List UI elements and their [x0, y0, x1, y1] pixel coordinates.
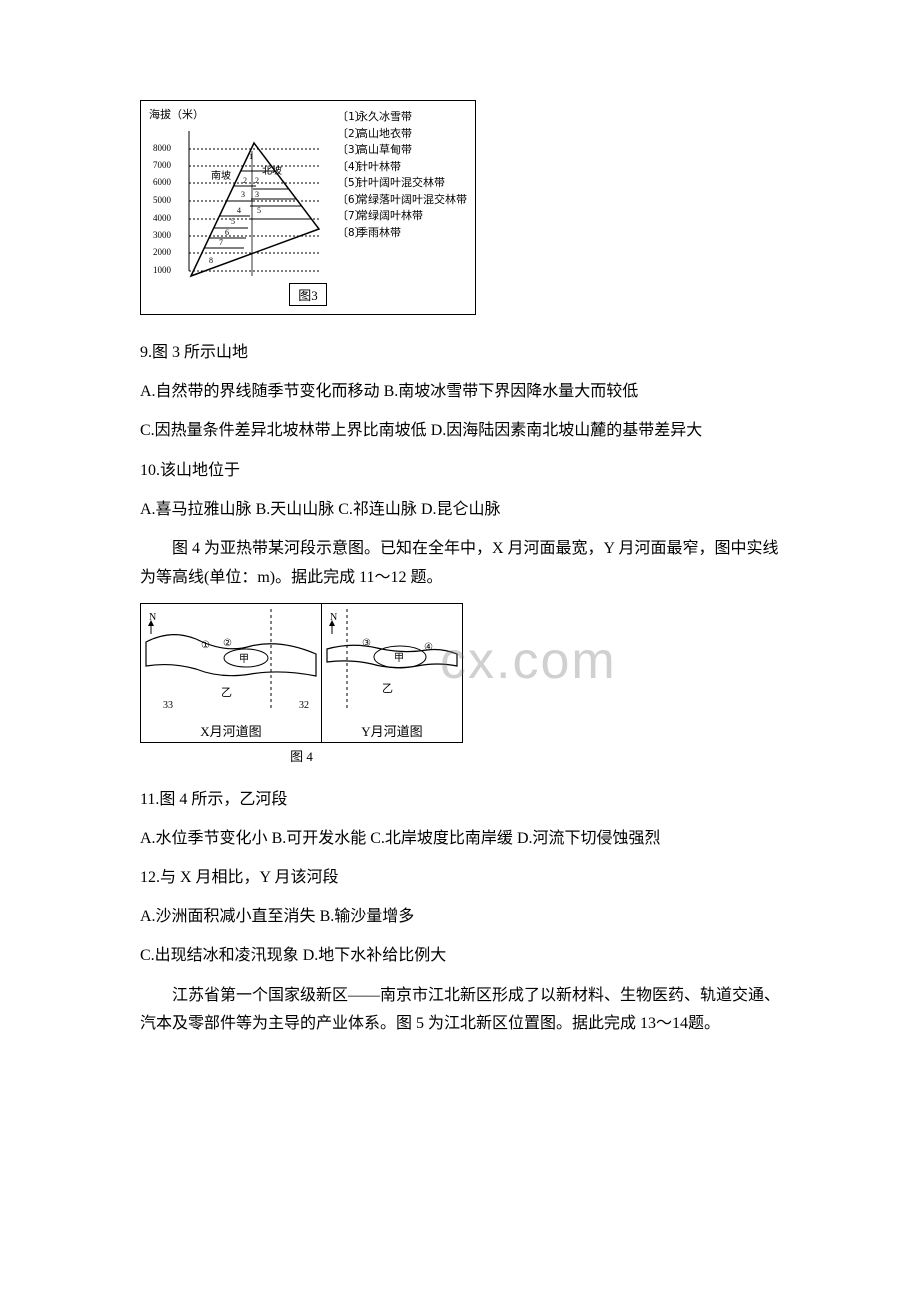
- y-axis-title: 海拔（米）: [149, 109, 325, 121]
- river-panel-x: N 甲 ① ② 乙 33: [141, 604, 322, 742]
- q11-option-d: D.河流下切侵蚀强烈: [517, 830, 661, 847]
- svg-text:32: 32: [299, 700, 309, 711]
- question-9-stem: 9.图 3 所示山地: [140, 335, 780, 370]
- river-panels: N 甲 ① ② 乙 33: [141, 604, 462, 742]
- south-slope-label: 南坡: [211, 169, 231, 182]
- figure-4-caption: 图 4: [282, 745, 321, 766]
- svg-text:5: 5: [231, 217, 235, 226]
- svg-text:乙: 乙: [221, 686, 232, 699]
- question-10-options: A.喜马拉雅山脉 B.天山山脉 C.祁连山脉 D.昆仑山脉: [140, 492, 780, 527]
- svg-text:①: ①: [201, 640, 210, 651]
- legend-item-4: 〔4〕针叶林带: [337, 159, 467, 176]
- legend-item-2: 〔2〕高山地衣带: [337, 126, 467, 143]
- q10-option-b: B.天山山脉: [256, 501, 335, 518]
- svg-text:4000: 4000: [153, 213, 172, 223]
- watermark-text: cx.com: [440, 631, 617, 691]
- river-y-svg: N 甲 ③ ④ 乙: [322, 604, 462, 714]
- legend-item-1: 〔1〕永久冰雪带: [337, 109, 467, 126]
- svg-text:33: 33: [163, 700, 173, 711]
- svg-text:乙: 乙: [382, 682, 393, 695]
- question-9-options-cd: C.因热量条件差异北坡林带上界比南坡低 D.因海陆因素南北坡山麓的基带差异大: [140, 413, 780, 448]
- legend-item-7: 〔7〕常绿阔叶林带: [337, 208, 467, 225]
- panel-x-label: X月河道图: [141, 719, 321, 742]
- panel-y-label: Y月河道图: [322, 719, 462, 742]
- svg-text:7000: 7000: [153, 160, 172, 170]
- question-11-options: A.水位季节变化小 B.可开发水能 C.北岸坡度比南岸缓 D.河流下切侵蚀强烈: [140, 821, 780, 856]
- q12-option-a: A.沙洲面积减小直至消失: [140, 908, 316, 925]
- svg-text:5000: 5000: [153, 195, 172, 205]
- svg-text:3: 3: [255, 190, 259, 199]
- intro-q13-14: 江苏省第一个国家级新区——南京市江北新区形成了以新材料、生物医药、轨道交通、汽本…: [140, 982, 780, 1040]
- figure-4-container: N 甲 ① ② 乙 33: [140, 603, 780, 766]
- question-11-stem: 11.图 4 所示，乙河段: [140, 782, 780, 817]
- figure-3-legend: 〔1〕永久冰雪带 〔2〕高山地衣带 〔3〕高山草甸带 〔4〕针叶林带 〔5〕针叶…: [337, 109, 467, 241]
- svg-text:2: 2: [255, 176, 259, 185]
- svg-text:1000: 1000: [153, 265, 172, 275]
- legend-item-8: 〔8〕季雨林带: [337, 225, 467, 242]
- figure-3-caption: 图3: [289, 283, 327, 306]
- svg-text:甲: 甲: [394, 653, 404, 664]
- river-panel-y: N 甲 ③ ④ 乙: [322, 604, 462, 742]
- svg-text:2000: 2000: [153, 247, 172, 257]
- q12-option-b: B.输沙量增多: [320, 908, 415, 925]
- svg-text:④: ④: [424, 642, 433, 653]
- svg-text:1: 1: [249, 152, 253, 161]
- svg-text:甲: 甲: [239, 654, 249, 665]
- question-9-options-ab: A.自然带的界线随季节变化而移动 B.南坡冰雪带下界因降水量大而较低: [140, 374, 780, 409]
- svg-text:3: 3: [241, 190, 245, 199]
- svg-text:8: 8: [209, 256, 213, 265]
- legend-item-6: 〔6〕常绿落叶阔叶混交林带: [337, 192, 467, 209]
- question-12-stem: 12.与 X 月相比，Y 月该河段: [140, 860, 780, 895]
- intro-q11-12: 图 4 为亚热带某河段示意图。已知在全年中，X 月河面最宽，Y 月河面最窄，图中…: [140, 535, 780, 593]
- q9-option-b: B.南坡冰雪带下界因降水量大而较低: [384, 383, 639, 400]
- q11-option-b: B.可开发水能: [272, 830, 367, 847]
- svg-text:2: 2: [243, 176, 247, 185]
- river-x-svg: N 甲 ① ② 乙 33: [141, 604, 321, 714]
- q11-option-c: C.北岸坡度比南岸缓: [370, 830, 513, 847]
- figure-4-caption-wrap: 图 4: [140, 743, 463, 766]
- svg-text:N: N: [330, 612, 337, 623]
- q9-option-d: D.因海陆因素南北坡山麓的基带差异大: [431, 422, 703, 439]
- svg-text:N: N: [149, 612, 156, 623]
- question-12-options-cd: C.出现结冰和凌汛现象 D.地下水补给比例大: [140, 938, 780, 973]
- svg-text:3000: 3000: [153, 230, 172, 240]
- north-slope-label: 北坡: [262, 164, 282, 177]
- q11-option-a: A.水位季节变化小: [140, 830, 268, 847]
- q12-option-c: C.出现结冰和凌汛现象: [140, 947, 299, 964]
- figure-3-caption-wrap: 图3: [149, 281, 467, 306]
- svg-text:8000: 8000: [153, 143, 172, 153]
- figure-3-container: 海拔（米） 1000 2000 3000 4000 5000 6000 7000…: [140, 100, 780, 315]
- figure-3-chart-area: 海拔（米） 1000 2000 3000 4000 5000 6000 7000…: [149, 109, 467, 281]
- svg-text:5: 5: [257, 206, 261, 215]
- q10-option-c: C.祁连山脉: [338, 501, 417, 518]
- q10-option-a: A.喜马拉雅山脉: [140, 501, 252, 518]
- figure-4-wrap: N 甲 ① ② 乙 33: [140, 603, 463, 766]
- figure-3: 海拔（米） 1000 2000 3000 4000 5000 6000 7000…: [140, 100, 476, 315]
- figure-4: N 甲 ① ② 乙 33: [140, 603, 463, 743]
- svg-text:②: ②: [223, 638, 232, 649]
- figure-3-yaxis: 海拔（米） 1000 2000 3000 4000 5000 6000 7000…: [149, 109, 329, 281]
- question-10-stem: 10.该山地位于: [140, 453, 780, 488]
- svg-text:6000: 6000: [153, 177, 172, 187]
- q12-option-d: D.地下水补给比例大: [303, 947, 447, 964]
- q9-option-a: A.自然带的界线随季节变化而移动: [140, 383, 380, 400]
- svg-text:7: 7: [219, 238, 223, 247]
- svg-text:③: ③: [362, 638, 371, 649]
- legend-item-5: 〔5〕针叶阔叶混交林带: [337, 175, 467, 192]
- svg-text:6: 6: [225, 228, 229, 237]
- legend-item-3: 〔3〕高山草甸带: [337, 142, 467, 159]
- mountain-chart-svg: 1000 2000 3000 4000 5000 6000 7000 8000: [149, 121, 329, 281]
- q10-option-d: D.昆仑山脉: [421, 501, 501, 518]
- svg-text:4: 4: [237, 206, 241, 215]
- question-12-options-ab: A.沙洲面积减小直至消失 B.输沙量增多: [140, 899, 780, 934]
- q9-option-c: C.因热量条件差异北坡林带上界比南坡低: [140, 422, 427, 439]
